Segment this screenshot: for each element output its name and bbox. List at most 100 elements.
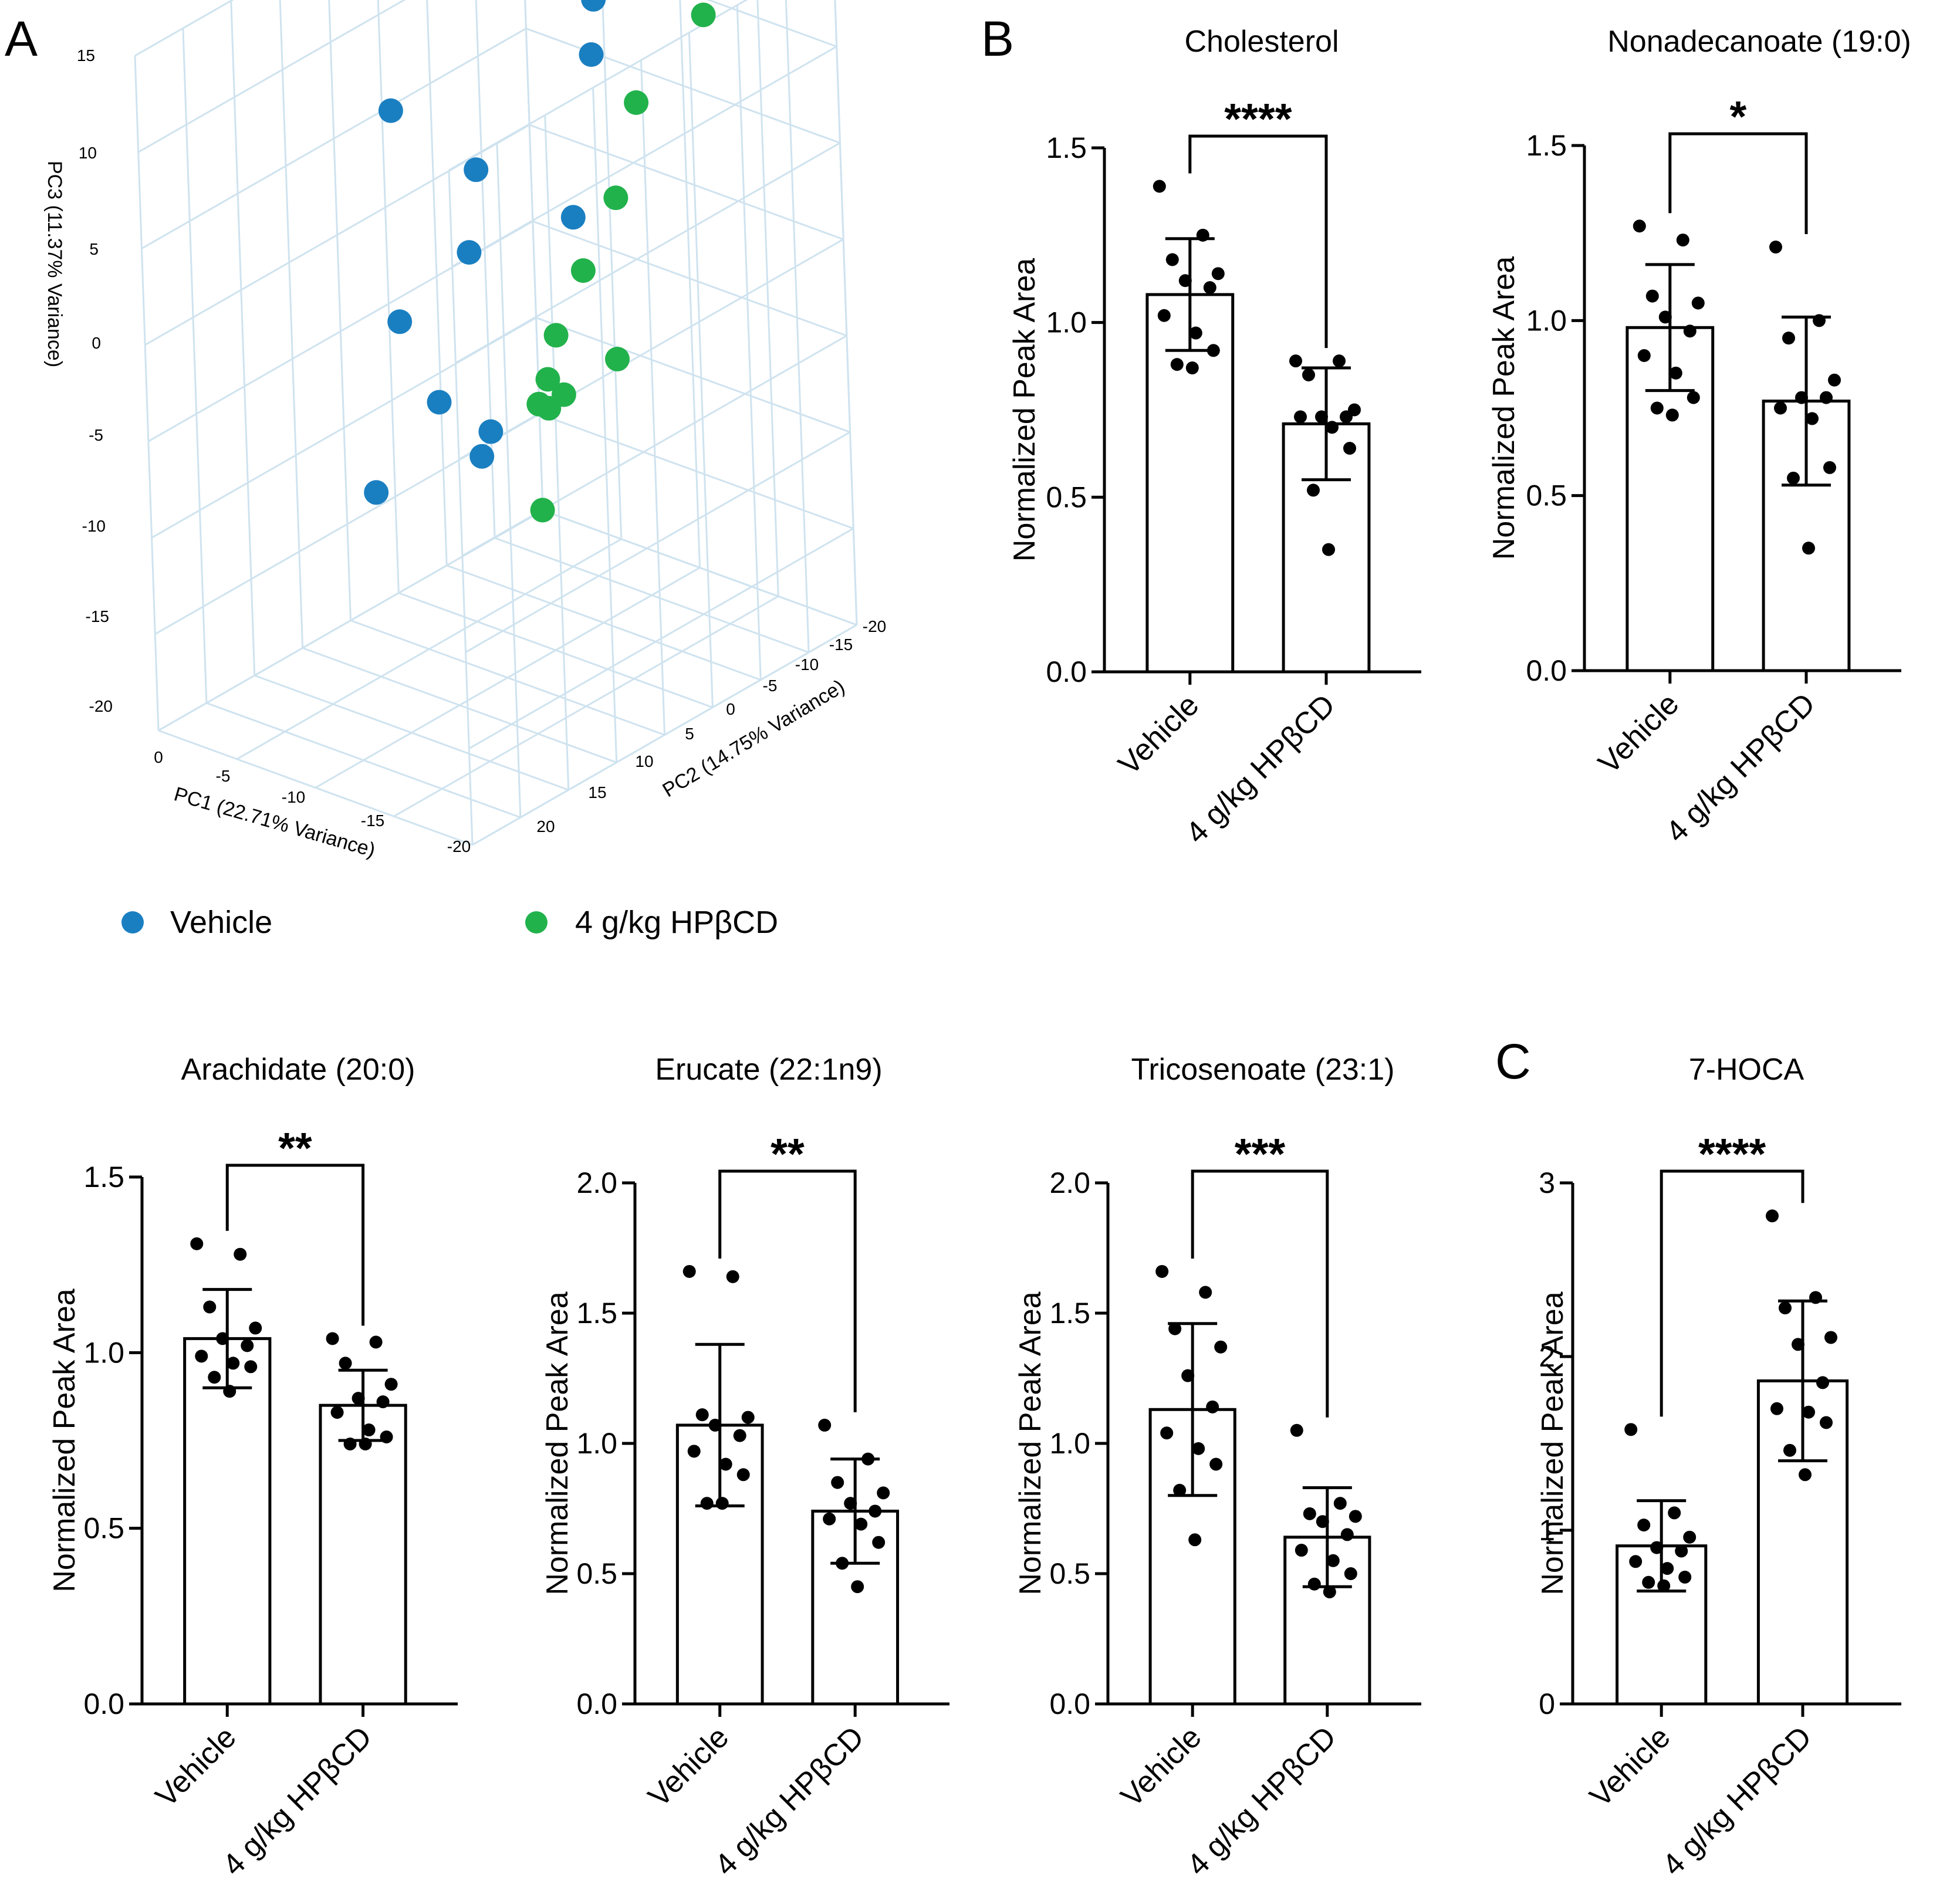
pca-point-vehicle [387, 309, 413, 334]
pca-point-hpbcd [624, 90, 649, 115]
data-point [1774, 401, 1787, 415]
data-point [1669, 366, 1682, 380]
data-point [854, 1517, 868, 1531]
pc1-tick-label: -15 [361, 811, 384, 830]
data-point [339, 1357, 352, 1370]
pca-point-vehicle [469, 444, 495, 469]
data-point [1783, 1443, 1796, 1457]
pca-grid-line [756, 0, 779, 597]
data-point [1809, 1291, 1822, 1304]
data-point [1624, 1423, 1638, 1436]
pca-point-hpbcd [570, 258, 596, 283]
data-point [1799, 1468, 1812, 1482]
data-point [1155, 1264, 1169, 1278]
pca-point-vehicle [581, 0, 606, 12]
data-point [227, 1357, 240, 1370]
pca-grid-line [494, 537, 809, 654]
data-point [1683, 324, 1697, 338]
bar-charts: Cholesterol Normalized Peak Area 0.0 0.5 1.0… [48, 25, 1911, 1882]
y-axis-label: Normalized Peak Area [540, 1291, 575, 1595]
chart-title: 7-HOCA [1689, 1053, 1804, 1087]
data-point [1290, 1423, 1303, 1437]
chart-cholesterol: Cholesterol Normalized Peak Area 0.0 0.5 1.0… [1008, 25, 1421, 850]
data-point [249, 1321, 262, 1335]
y-tick-label: 0.0 [1526, 654, 1567, 687]
pca-grid [134, 0, 858, 846]
pca-grid-line [302, 647, 617, 763]
pc1-axis-label: PC1 (22.71% Variance) [171, 783, 377, 861]
x-tick-label: Vehicle [1592, 686, 1686, 780]
data-point [1340, 1528, 1354, 1541]
pc2-tick-label: -15 [829, 635, 853, 654]
data-point [700, 1497, 714, 1510]
pca-grid-line [532, 220, 847, 337]
y-tick-label: 0.5 [1049, 1557, 1090, 1590]
significance-bracket [1660, 1169, 1804, 1417]
data-point [831, 1476, 844, 1489]
data-point [836, 1557, 849, 1570]
pca-grid-line [496, 143, 522, 818]
pc2-tick-label: -10 [795, 655, 819, 674]
data-point [726, 1270, 739, 1283]
data-point [376, 1395, 390, 1409]
pc3-axis-label: PC3 (11.37% Variance) [43, 161, 66, 367]
data-point [1340, 410, 1353, 424]
data-point [1343, 441, 1356, 455]
y-tick-label: 1 [1539, 1514, 1555, 1547]
pc1-tick-label: -5 [216, 767, 231, 785]
pca-grid-line [785, 0, 810, 652]
data-point [1668, 1506, 1681, 1520]
data-point [1675, 1544, 1688, 1558]
pca-point-hpbcd [530, 498, 555, 523]
pca-point-vehicle [457, 240, 482, 265]
significance-label: ** [278, 1124, 312, 1172]
pca-point-hpbcd [603, 185, 628, 211]
data-point [1633, 219, 1646, 233]
data-point [352, 1392, 365, 1405]
data-point [1307, 483, 1320, 497]
x-tick-label: Vehicle [149, 1720, 243, 1814]
pca-grid-line [350, 620, 665, 736]
data-point [195, 1350, 208, 1363]
pca-grid-line [254, 674, 569, 791]
data-point [1657, 1579, 1671, 1592]
data-point [708, 1418, 722, 1432]
data-point [869, 1504, 882, 1518]
y-tick-label: 0 [1539, 1687, 1555, 1720]
chart-erucate: Erucate (22:1n9) Normalized Peak Area 0.0 0… [540, 1053, 949, 1882]
significance-bracket [718, 1169, 857, 1412]
y-tick-label: 3 [1539, 1166, 1555, 1199]
data-point [1676, 234, 1689, 247]
data-point [1196, 228, 1209, 242]
data-point [1820, 391, 1833, 404]
significance-label: *** [1235, 1129, 1286, 1178]
pca-grid-line [465, 431, 851, 653]
pca-point-hpbcd [605, 347, 630, 371]
data-point [1323, 1585, 1336, 1599]
y-tick-label: 1.0 [83, 1336, 124, 1369]
y-tick-label: 1.5 [1526, 129, 1567, 162]
pc3-tick-label: 10 [79, 144, 97, 162]
data-point [741, 1411, 755, 1424]
data-point [1691, 296, 1705, 310]
chart-nonadecanoate: Nonadecanoate (19:0) Normalized Peak Area… [1487, 25, 1911, 849]
pca-grid-line [834, 0, 858, 625]
significance-bracket [1191, 1169, 1329, 1418]
y-tick-label: 1.5 [83, 1161, 124, 1193]
chart-title: Arachidate (20:0) [181, 1053, 415, 1087]
data-point [1828, 373, 1841, 387]
data-point [1214, 1340, 1228, 1354]
y-tick-label: 2.0 [576, 1166, 617, 1199]
data-point [1802, 1405, 1815, 1419]
pc2-tick-label: 10 [635, 752, 653, 770]
y-tick-label: 1.0 [1049, 1427, 1090, 1460]
panel-label-c: C [1495, 1034, 1531, 1089]
pca-grid-line [539, 413, 854, 530]
data-point [1211, 267, 1225, 280]
data-point [234, 1247, 247, 1261]
pca-grid-line [206, 702, 521, 819]
bar [319, 1404, 407, 1706]
pca-points [364, 0, 716, 523]
data-point [1322, 543, 1335, 556]
